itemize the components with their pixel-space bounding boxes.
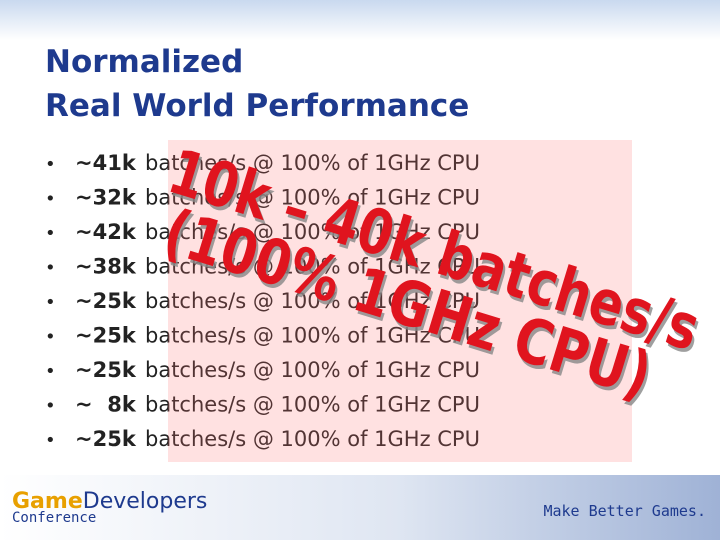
bullet-dot: • <box>45 189 56 210</box>
bullet-amount: ~25k <box>75 358 137 382</box>
bullet-text: batches/s @ 100% of 1GHz CPU <box>145 393 480 417</box>
bullet-amount: ~41k <box>75 151 137 175</box>
bullet-amount: ~25k <box>75 324 137 348</box>
logo-developers: Developers <box>83 489 208 514</box>
bullet-text: batches/s @ 100% of 1GHz CPU <box>145 358 480 382</box>
bullet-list: • ~41k batches/s @ 100% of 1GHz CPU • ~32k ba… <box>45 151 480 451</box>
header-band <box>0 0 720 40</box>
bullet-text: batches/s @ 100% of 1GHz CPU <box>145 151 480 175</box>
bullet-text: batches/s @ 100% of 1GHz CPU <box>145 324 480 348</box>
bullet-text: batches/s @ 100% of 1GHz CPU <box>145 255 480 279</box>
logo-game: Game <box>12 489 83 514</box>
bullet-dot: • <box>45 292 56 313</box>
title-line: Normalized <box>45 44 243 80</box>
bullet-text: batches/s @ 100% of 1GHz CPU <box>145 220 480 244</box>
overlay-box <box>168 140 632 462</box>
bullet-dot: • <box>45 396 56 417</box>
bullet-dot: • <box>45 154 56 175</box>
logo: GameDevelopers <box>12 489 207 514</box>
logo-conference: Conference <box>12 510 96 526</box>
bullet-dot: • <box>45 430 56 451</box>
bullet-dot: • <box>45 223 56 244</box>
bullet-dot: • <box>45 361 56 382</box>
bullet-amount: ~25k <box>75 427 137 451</box>
bullet-text: batches/s @ 100% of 1GHz CPU <box>145 427 480 451</box>
bullet-text: batches/s @ 100% of 1GHz CPU <box>145 186 480 210</box>
title-line: Real World Performance <box>45 88 469 124</box>
bullet-amount: ~42k <box>75 220 137 244</box>
bullet-amount: ~38k <box>75 255 137 279</box>
tagline: Make Better Games. <box>543 502 706 520</box>
bullet-amount: ~ 8k <box>75 393 137 417</box>
bullet-dot: • <box>45 327 56 348</box>
footer-band <box>0 475 720 540</box>
bullet-text: batches/s @ 100% of 1GHz CPU <box>145 289 480 313</box>
bullet-dot: • <box>45 258 56 279</box>
bullet-amount: ~25k <box>75 289 137 313</box>
bullet-amount: ~32k <box>75 186 137 210</box>
